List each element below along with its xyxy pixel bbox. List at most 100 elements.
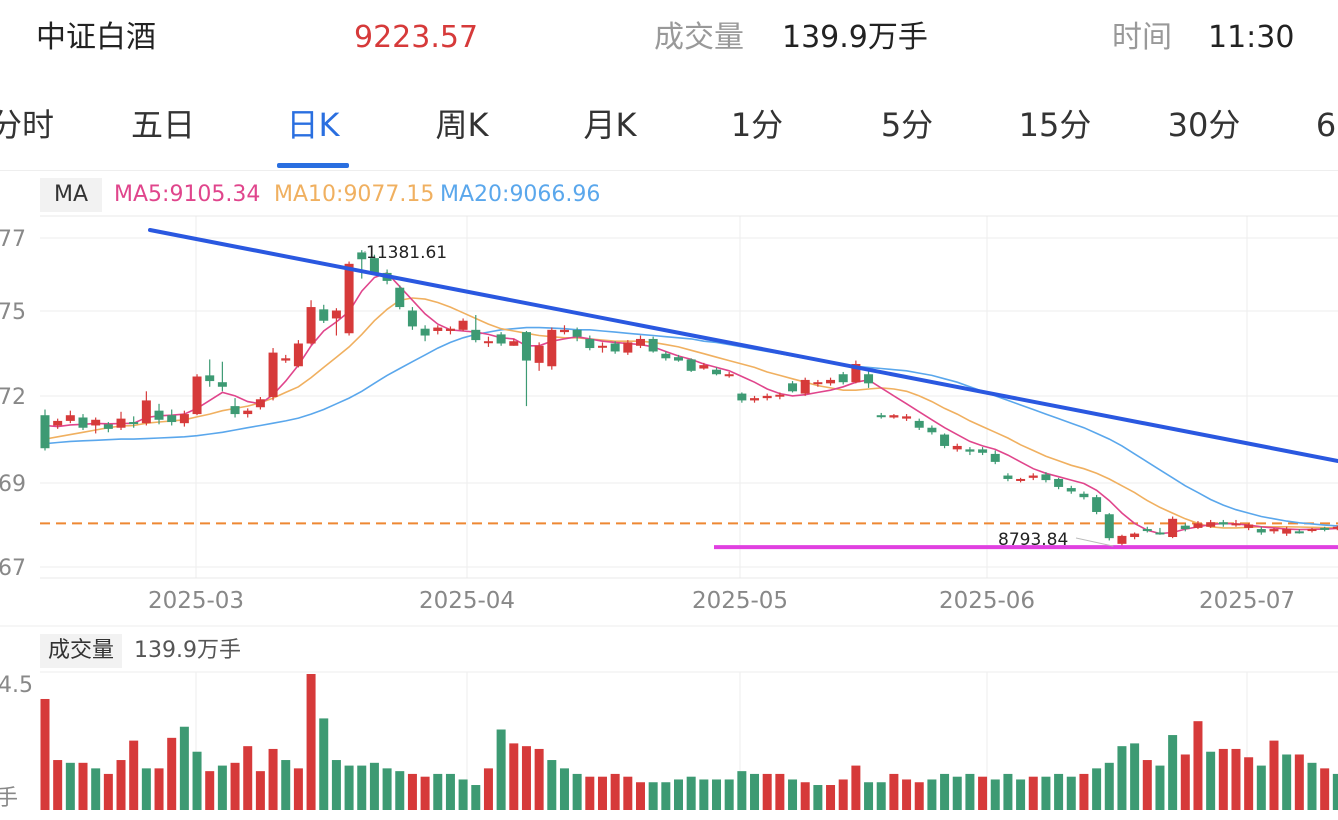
volume-bar — [1332, 773, 1338, 810]
volume-toggle-button[interactable]: 成交量 — [40, 634, 122, 668]
candle-body — [445, 328, 455, 331]
active-tab-indicator — [277, 163, 349, 168]
candle-body — [648, 338, 658, 352]
candle-body — [471, 329, 481, 341]
volume-bar — [344, 765, 354, 810]
candle-body — [864, 374, 874, 384]
candle-body — [762, 395, 772, 399]
candle-body — [750, 398, 760, 401]
volume-bar — [433, 773, 443, 810]
candle-body — [306, 307, 316, 344]
candle-body — [407, 310, 417, 327]
candle-body — [1066, 488, 1076, 492]
tab-daily-k[interactable]: 日K — [286, 106, 340, 144]
volume-bar — [623, 776, 633, 810]
volume-bar — [788, 779, 798, 810]
candle-body — [65, 415, 75, 421]
candle-body — [420, 328, 430, 336]
volume-bar — [851, 765, 861, 810]
tab-weekly-k[interactable]: 周K — [435, 106, 489, 144]
volume-bar — [547, 760, 557, 810]
date-axis-label: 2025-03 — [148, 588, 244, 614]
candle-body — [1016, 478, 1026, 481]
volume-bar — [192, 751, 202, 810]
candle-body — [800, 379, 810, 394]
high-annotation: 11381.61 — [366, 243, 447, 263]
volume-bar — [141, 768, 151, 810]
volume-bar — [509, 743, 519, 810]
volume-axis-unit-label: 万手 — [0, 786, 18, 811]
volume-bar — [1142, 760, 1152, 810]
price-axis-label: 72 — [0, 385, 26, 410]
volume-bar — [952, 776, 962, 810]
volume-bar — [1244, 757, 1254, 810]
tab-1min[interactable]: 1分 — [730, 106, 784, 144]
candle-body — [623, 342, 633, 353]
volume-bar — [1218, 748, 1228, 810]
candle-body — [635, 338, 645, 346]
volume-bar — [281, 760, 291, 810]
volume-bar — [1193, 721, 1203, 810]
candle-body — [357, 252, 367, 260]
candle-body — [319, 309, 329, 321]
tab-5min[interactable]: 5分 — [880, 106, 934, 144]
candle-body — [813, 382, 823, 385]
volume-bar — [661, 782, 671, 810]
candle-body — [331, 310, 341, 319]
period-tabs: 分时 五日 日K 周K 月K 1分 5分 15分 30分 6 — [0, 80, 1338, 171]
candle-body — [699, 365, 709, 369]
tab-intraday[interactable]: 分时 — [0, 106, 55, 144]
volume-bar — [610, 773, 620, 810]
candle-body — [1168, 518, 1178, 538]
tab-five-day[interactable]: 五日 — [130, 106, 196, 144]
candle-body — [737, 393, 747, 401]
volume-bar — [458, 779, 468, 810]
candle-body — [1142, 529, 1152, 532]
candle-body — [141, 400, 151, 424]
volume-bar — [407, 773, 417, 810]
candle-body — [952, 445, 962, 450]
volume-bar — [496, 729, 506, 810]
candle-body — [534, 345, 544, 363]
candle-body — [965, 449, 975, 452]
volume-bar — [129, 740, 139, 810]
price-axis-label: 69 — [0, 472, 26, 497]
candle-body — [395, 287, 405, 308]
volume-value: 139.9万手 — [782, 20, 928, 55]
candle-body — [902, 416, 912, 419]
volume-bar — [914, 782, 924, 810]
volume-bar — [762, 773, 772, 810]
volume-bar — [686, 776, 696, 810]
volume-bar — [940, 773, 950, 810]
candle-body — [1054, 478, 1064, 487]
candle-body — [53, 420, 63, 426]
volume-bar — [1104, 762, 1114, 810]
volume-bar — [1320, 768, 1330, 810]
candle-body — [978, 449, 988, 453]
candle-body — [838, 374, 848, 383]
candle-body — [1256, 529, 1266, 533]
candle-body — [1218, 522, 1228, 525]
tab-monthly-k[interactable]: 月K — [583, 106, 637, 144]
volume-bar — [990, 779, 1000, 810]
tab-30min[interactable]: 30分 — [1167, 106, 1241, 144]
candle-body — [990, 453, 1000, 462]
volume-bar — [1307, 762, 1317, 810]
candle-body — [788, 383, 798, 392]
high-annotation-leader — [363, 250, 366, 253]
volume-bar — [382, 768, 392, 810]
volume-legend: 成交量 139.9万手 — [0, 628, 1338, 672]
volume-bar — [597, 776, 607, 810]
volume-bar — [103, 773, 113, 810]
candle-body — [129, 422, 139, 425]
candle-body — [458, 320, 468, 330]
volume-bar — [1079, 773, 1089, 810]
ma-toggle-button[interactable]: MA — [40, 178, 102, 212]
trendline-resistance — [148, 228, 1338, 463]
ma-legend: MA MA5:9105.34 MA10:9077.15 MA20:9066.96 — [0, 172, 1338, 216]
tab-60min[interactable]: 6 — [1315, 106, 1337, 144]
volume-bar — [978, 776, 988, 810]
tab-15min[interactable]: 15分 — [1018, 106, 1092, 144]
candle-body — [433, 327, 443, 331]
